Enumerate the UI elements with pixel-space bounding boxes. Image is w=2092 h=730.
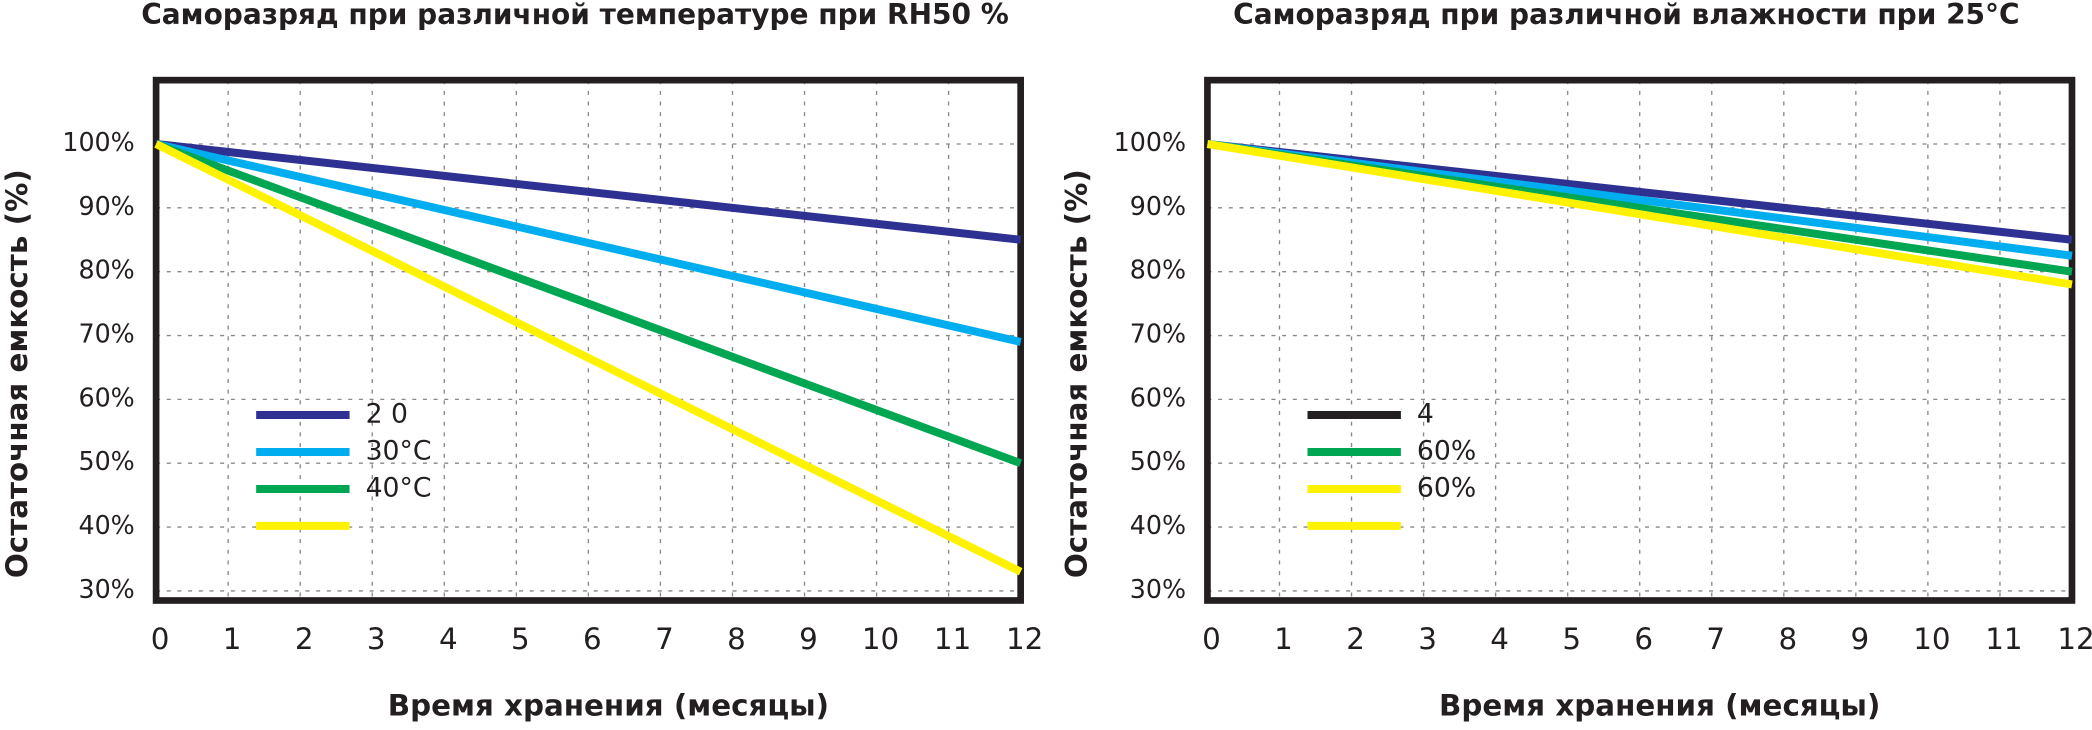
y-tick-label: 80% (1130, 255, 1186, 285)
chart-title: Саморазряд при различной температуре при… (141, 0, 1009, 31)
y-tick-label: 50% (1130, 446, 1186, 476)
line (155, 140, 1022, 244)
y-axis-label: Остаточная емкость (%) (0, 169, 34, 578)
x-tick-label: 4 (1490, 622, 1509, 656)
y-tick-label: 30% (78, 574, 134, 604)
y-tick-label: 80% (78, 255, 134, 285)
chart-title: Саморазряд при различной влажности при 2… (1233, 0, 2019, 31)
x-axis-label: Время хранения (месяцы) (388, 689, 829, 723)
x-tick-label: 0 (151, 622, 170, 656)
line (154, 140, 1023, 576)
y-tick-label: 60% (1130, 382, 1186, 412)
x-tick-label: 6 (583, 622, 602, 656)
line (154, 140, 1023, 467)
y-axis-label: Остаточная емкость (%) (1060, 169, 1094, 578)
legend-label: 60% (1417, 435, 1476, 466)
x-tick-label: 11 (934, 622, 971, 656)
legend-label: 4 (1417, 399, 1434, 430)
x-tick-label: 1 (1274, 622, 1293, 656)
y-tick-label: 70% (1130, 319, 1186, 349)
x-tick-label: 2 (295, 622, 314, 656)
y-tick-label: 100% (62, 127, 134, 157)
x-tick-label: 3 (367, 622, 386, 656)
x-tick-label: 4 (439, 622, 458, 656)
y-tick-label: 100% (1114, 127, 1186, 157)
legend-label: 60% (1417, 472, 1476, 503)
x-tick-label: 8 (1778, 622, 1797, 656)
x-tick-label: 11 (1985, 622, 2022, 656)
plot-frame (1204, 76, 2076, 604)
x-tick-label: 12 (1006, 622, 1043, 656)
x-tick-label: 7 (1706, 622, 1725, 656)
y-tick-label: 30% (1130, 574, 1186, 604)
x-tick-label: 2 (1346, 622, 1365, 656)
x-tick-label: 1 (223, 622, 242, 656)
x-tick-label: 12 (2057, 622, 2092, 656)
x-tick-label: 9 (1851, 622, 1870, 656)
x-axis-label: Время хранения (месяцы) (1439, 689, 1880, 723)
x-tick-label: 0 (1202, 622, 1221, 656)
x-tick-label: 7 (655, 622, 674, 656)
legend-label: 30°C (366, 435, 432, 466)
y-tick-label: 70% (78, 319, 134, 349)
line (155, 140, 1022, 346)
line (1206, 140, 2073, 289)
y-tick-label: 50% (78, 446, 134, 476)
y-tick-label: 40% (78, 510, 134, 540)
x-tick-label: 10 (1913, 622, 1950, 656)
y-tick-label: 90% (78, 191, 134, 221)
legend-label: 2 0 (366, 399, 408, 430)
y-tick-label: 40% (1130, 510, 1186, 540)
x-tick-label: 5 (1562, 622, 1581, 656)
legend-label: 40°C (366, 472, 432, 503)
x-tick-label: 5 (511, 622, 530, 656)
x-tick-label: 8 (727, 622, 746, 656)
x-tick-label: 6 (1634, 622, 1653, 656)
x-tick-label: 3 (1418, 622, 1437, 656)
y-tick-label: 90% (1130, 191, 1186, 221)
y-tick-label: 60% (78, 382, 134, 412)
x-tick-label: 10 (862, 622, 899, 656)
x-tick-label: 9 (799, 622, 818, 656)
